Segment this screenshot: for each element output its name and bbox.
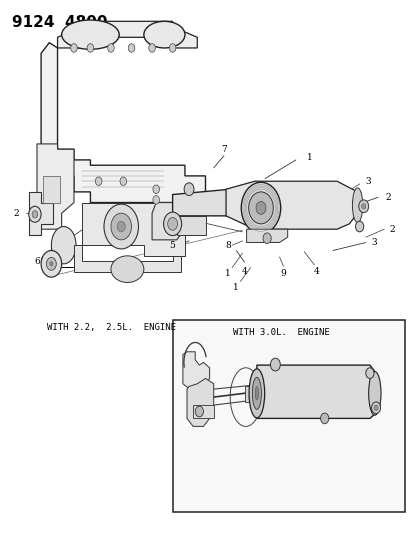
Circle shape	[95, 177, 102, 185]
Circle shape	[256, 201, 266, 214]
Circle shape	[87, 44, 94, 52]
Circle shape	[117, 221, 125, 232]
Circle shape	[366, 368, 374, 378]
Polygon shape	[187, 378, 214, 426]
Ellipse shape	[255, 387, 259, 400]
Polygon shape	[37, 144, 74, 229]
Circle shape	[108, 44, 114, 52]
Ellipse shape	[249, 369, 265, 418]
Circle shape	[356, 221, 364, 232]
Bar	[173, 320, 405, 512]
Polygon shape	[74, 245, 181, 272]
Circle shape	[321, 413, 329, 424]
Circle shape	[374, 405, 378, 410]
Polygon shape	[152, 203, 185, 240]
Circle shape	[32, 211, 38, 218]
Text: 4: 4	[242, 268, 247, 276]
Ellipse shape	[353, 188, 363, 223]
Text: 3: 3	[365, 177, 371, 185]
Circle shape	[46, 257, 56, 270]
Text: 7: 7	[221, 145, 227, 154]
Circle shape	[111, 213, 132, 240]
Circle shape	[184, 183, 194, 196]
Text: 8: 8	[225, 241, 231, 249]
Text: 2: 2	[386, 193, 391, 201]
Circle shape	[270, 358, 280, 371]
Circle shape	[120, 177, 127, 185]
Ellipse shape	[144, 21, 185, 48]
Text: 1: 1	[225, 270, 231, 278]
Text: 9124  4800: 9124 4800	[12, 15, 108, 30]
Circle shape	[50, 262, 53, 266]
Text: 4: 4	[314, 268, 319, 276]
Bar	[43, 176, 60, 203]
Text: 2: 2	[390, 225, 395, 233]
Polygon shape	[58, 21, 197, 48]
Circle shape	[153, 196, 159, 204]
Polygon shape	[226, 181, 358, 229]
Polygon shape	[183, 352, 210, 392]
Ellipse shape	[51, 227, 76, 264]
Polygon shape	[255, 365, 378, 418]
Circle shape	[169, 44, 176, 52]
Circle shape	[168, 217, 178, 230]
Polygon shape	[193, 405, 214, 418]
Text: WITH 3.0L.  ENGINE: WITH 3.0L. ENGINE	[233, 328, 330, 337]
Circle shape	[164, 212, 182, 236]
Circle shape	[149, 44, 155, 52]
Text: 5: 5	[170, 241, 175, 249]
Circle shape	[128, 44, 135, 52]
Text: 1: 1	[307, 153, 313, 161]
Polygon shape	[29, 192, 53, 235]
Ellipse shape	[62, 20, 119, 50]
Polygon shape	[82, 203, 185, 256]
Polygon shape	[245, 386, 259, 402]
Text: WITH 2.2,  2.5L.  ENGINE: WITH 2.2, 2.5L. ENGINE	[47, 324, 176, 332]
Circle shape	[29, 206, 41, 222]
Circle shape	[249, 192, 273, 224]
Text: 6: 6	[34, 257, 40, 265]
Circle shape	[41, 251, 62, 277]
Ellipse shape	[369, 372, 381, 415]
Ellipse shape	[111, 256, 144, 282]
Polygon shape	[173, 184, 308, 216]
Circle shape	[372, 402, 381, 414]
Circle shape	[153, 185, 159, 193]
Text: 2: 2	[14, 209, 19, 217]
Circle shape	[362, 204, 366, 209]
Circle shape	[195, 406, 203, 417]
Circle shape	[241, 182, 281, 233]
Polygon shape	[177, 216, 206, 235]
Text: 1: 1	[233, 284, 239, 292]
Circle shape	[104, 204, 139, 249]
Circle shape	[71, 44, 77, 52]
Text: 9: 9	[281, 269, 286, 278]
Circle shape	[263, 233, 271, 244]
Ellipse shape	[252, 377, 261, 409]
Polygon shape	[247, 229, 288, 243]
Text: 3: 3	[371, 238, 377, 247]
Circle shape	[359, 200, 369, 213]
Polygon shape	[41, 43, 206, 203]
